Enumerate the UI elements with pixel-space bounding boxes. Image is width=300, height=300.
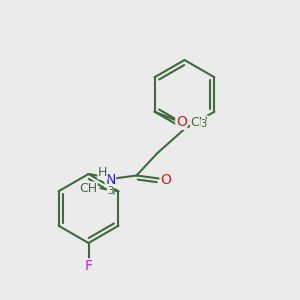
Text: H: H: [98, 166, 107, 179]
Text: F: F: [85, 259, 92, 273]
Text: CH: CH: [190, 116, 208, 129]
Text: O: O: [160, 173, 171, 187]
Text: 3: 3: [200, 119, 207, 129]
Text: O: O: [176, 115, 187, 129]
Text: N: N: [105, 173, 116, 187]
Text: 3: 3: [107, 186, 113, 196]
Text: CH: CH: [79, 182, 98, 195]
